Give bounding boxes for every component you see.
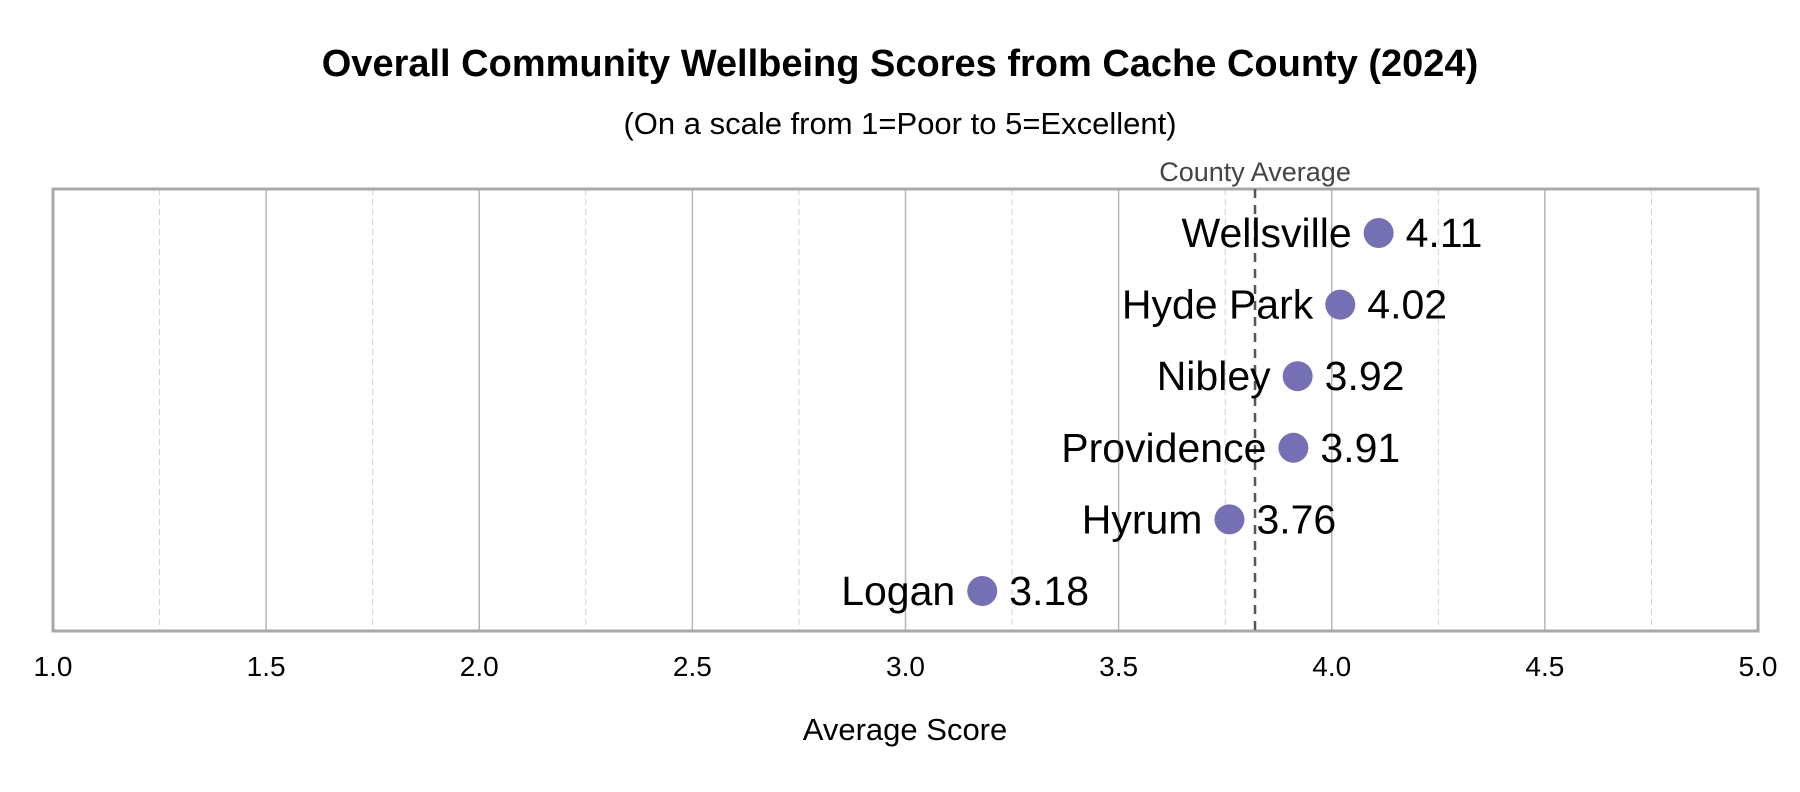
value-label: 3.76 (1256, 496, 1336, 542)
x-tick-label: 2.5 (673, 651, 712, 682)
chart-subtitle: (On a scale from 1=Poor to 5=Excellent) (623, 106, 1176, 141)
data-point (1282, 361, 1313, 392)
value-label: 4.11 (1406, 210, 1483, 256)
x-tick-label: 4.0 (1312, 651, 1351, 682)
x-tick-label: 1.0 (34, 651, 73, 682)
x-ticks: 1.0 1.5 2.0 2.5 3.0 3.5 4.0 4.5 5.0 (34, 651, 1778, 682)
grid (51, 187, 1760, 633)
category-label: Hyde Park (1122, 282, 1314, 328)
x-tick-label: 3.5 (1099, 651, 1138, 682)
x-tick-label: 5.0 (1739, 651, 1778, 682)
data-point (1363, 218, 1394, 248)
category-label: Wellsville (1182, 210, 1352, 256)
x-tick-label: 1.5 (247, 651, 286, 682)
reference-line-group: County Average (1159, 157, 1351, 631)
marks: Wellsville 4.11 Hyde Park 4.02 Nibley 3.92 Pro… (841, 210, 1482, 614)
x-axis-label: Average Score (803, 712, 1008, 747)
category-label: Providence (1061, 425, 1266, 471)
category-label: Hyrum (1082, 496, 1203, 542)
value-label: 4.02 (1367, 282, 1447, 328)
data-point (1214, 504, 1245, 535)
plot-frame (51, 187, 1760, 633)
x-tick-label: 4.5 (1525, 651, 1564, 682)
value-label: 3.91 (1320, 425, 1400, 471)
category-label: Nibley (1157, 353, 1271, 399)
county-average-label: County Average (1159, 157, 1351, 187)
x-tick-label: 2.0 (460, 651, 499, 682)
category-label: Logan (841, 568, 955, 614)
value-label: 3.92 (1325, 353, 1405, 399)
data-point (1278, 432, 1309, 463)
data-point (1325, 289, 1356, 320)
x-tick-label: 3.0 (886, 651, 925, 682)
chart-title: Overall Community Wellbeing Scores from … (322, 43, 1478, 85)
data-point (967, 576, 998, 606)
value-label: 3.18 (1009, 568, 1089, 614)
